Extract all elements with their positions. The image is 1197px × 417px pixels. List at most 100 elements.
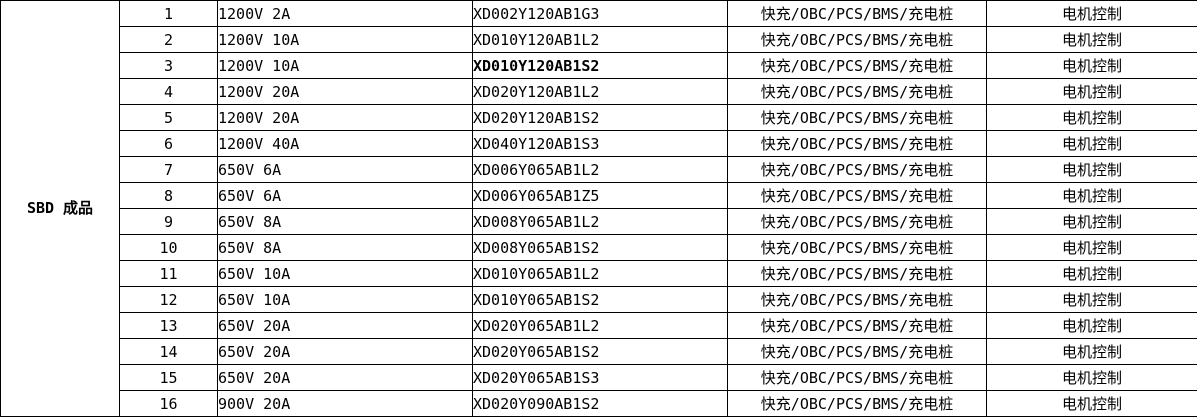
table-row: 15 650V 20A XD020Y065AB1S3 快充/OBC/PCS/BMS/充… bbox=[1, 364, 1197, 391]
usage-cell: 电机控制 bbox=[986, 26, 1197, 53]
row-number-cell: 9 bbox=[119, 208, 218, 235]
applications-cell: 快充/OBC/PCS/BMS/充电桩 bbox=[727, 0, 987, 27]
part-number-cell: XD002Y120AB1G3 bbox=[472, 0, 728, 27]
part-number-cell: XD020Y065AB1L2 bbox=[472, 312, 728, 339]
usage-cell: 电机控制 bbox=[986, 286, 1197, 313]
part-number-cell: XD010Y120AB1L2 bbox=[472, 26, 728, 53]
table-row: 3 1200V 10A XD010Y120AB1S2 快充/OBC/PCS/BMS/充… bbox=[1, 52, 1197, 79]
row-number-cell: 11 bbox=[119, 260, 218, 287]
table-row: 13 650V 20A XD020Y065AB1L2 快充/OBC/PCS/BMS/充… bbox=[1, 312, 1197, 339]
applications-cell: 快充/OBC/PCS/BMS/充电桩 bbox=[727, 364, 987, 391]
table-row: 14 650V 20A XD020Y065AB1S2 快充/OBC/PCS/BMS/充… bbox=[1, 338, 1197, 365]
spec-cell: 650V 10A bbox=[217, 260, 473, 287]
usage-cell: 电机控制 bbox=[986, 312, 1197, 339]
applications-cell: 快充/OBC/PCS/BMS/充电桩 bbox=[727, 130, 987, 157]
table-row: 4 1200V 20A XD020Y120AB1L2 快充/OBC/PCS/BMS/充… bbox=[1, 78, 1197, 105]
usage-cell: 电机控制 bbox=[986, 390, 1197, 417]
part-number-cell: XD040Y120AB1S3 bbox=[472, 130, 728, 157]
table-row: 8 650V 6A XD006Y065AB1Z5 快充/OBC/PCS/BMS/充电桩… bbox=[1, 182, 1197, 209]
part-number-cell: XD020Y120AB1S2 bbox=[472, 104, 728, 131]
applications-cell: 快充/OBC/PCS/BMS/充电桩 bbox=[727, 78, 987, 105]
spec-cell: 1200V 40A bbox=[217, 130, 473, 157]
applications-cell: 快充/OBC/PCS/BMS/充电桩 bbox=[727, 260, 987, 287]
part-number-cell: XD008Y065AB1L2 bbox=[472, 208, 728, 235]
table-row: 7 650V 6A XD006Y065AB1L2 快充/OBC/PCS/BMS/充电桩… bbox=[1, 156, 1197, 183]
applications-cell: 快充/OBC/PCS/BMS/充电桩 bbox=[727, 52, 987, 79]
usage-cell: 电机控制 bbox=[986, 130, 1197, 157]
spec-cell: 1200V 2A bbox=[217, 0, 473, 27]
applications-cell: 快充/OBC/PCS/BMS/充电桩 bbox=[727, 234, 987, 261]
row-number-cell: 6 bbox=[119, 130, 218, 157]
table-row: 12 650V 10A XD010Y065AB1S2 快充/OBC/PCS/BMS/充… bbox=[1, 286, 1197, 313]
part-number-cell: XD010Y065AB1S2 bbox=[472, 286, 728, 313]
usage-cell: 电机控制 bbox=[986, 338, 1197, 365]
spec-cell: 650V 20A bbox=[217, 338, 473, 365]
usage-cell: 电机控制 bbox=[986, 364, 1197, 391]
table-row: 5 1200V 20A XD020Y120AB1S2 快充/OBC/PCS/BMS/充… bbox=[1, 104, 1197, 131]
part-number-cell: XD020Y065AB1S2 bbox=[472, 338, 728, 365]
part-number-cell: XD020Y090AB1S2 bbox=[472, 390, 728, 417]
row-number-cell: 16 bbox=[119, 390, 218, 417]
usage-cell: 电机控制 bbox=[986, 182, 1197, 209]
usage-cell: 电机控制 bbox=[986, 156, 1197, 183]
row-number-cell: 7 bbox=[119, 156, 218, 183]
row-number-cell: 14 bbox=[119, 338, 218, 365]
applications-cell: 快充/OBC/PCS/BMS/充电桩 bbox=[727, 312, 987, 339]
spec-cell: 650V 10A bbox=[217, 286, 473, 313]
spec-cell: 900V 20A bbox=[217, 390, 473, 417]
row-number-cell: 1 bbox=[119, 0, 218, 27]
row-number-cell: 13 bbox=[119, 312, 218, 339]
row-number-cell: 12 bbox=[119, 286, 218, 313]
spec-cell: 650V 6A bbox=[217, 156, 473, 183]
spec-cell: 650V 8A bbox=[217, 234, 473, 261]
part-number-cell: XD008Y065AB1S2 bbox=[472, 234, 728, 261]
part-number-cell: XD006Y065AB1L2 bbox=[472, 156, 728, 183]
row-number-cell: 3 bbox=[119, 52, 218, 79]
spec-cell: 650V 8A bbox=[217, 208, 473, 235]
applications-cell: 快充/OBC/PCS/BMS/充电桩 bbox=[727, 26, 987, 53]
part-number-cell: XD020Y065AB1S3 bbox=[472, 364, 728, 391]
part-number-cell: XD006Y065AB1Z5 bbox=[472, 182, 728, 209]
usage-cell: 电机控制 bbox=[986, 52, 1197, 79]
table-row: 16 900V 20A XD020Y090AB1S2 快充/OBC/PCS/BMS/充… bbox=[1, 390, 1197, 417]
usage-cell: 电机控制 bbox=[986, 104, 1197, 131]
usage-cell: 电机控制 bbox=[986, 78, 1197, 105]
table-row: 9 650V 8A XD008Y065AB1L2 快充/OBC/PCS/BMS/充电桩… bbox=[1, 208, 1197, 235]
table-row: 11 650V 10A XD010Y065AB1L2 快充/OBC/PCS/BMS/充… bbox=[1, 260, 1197, 287]
row-number-cell: 4 bbox=[119, 78, 218, 105]
spec-cell: 650V 20A bbox=[217, 364, 473, 391]
spec-cell: 1200V 20A bbox=[217, 104, 473, 131]
applications-cell: 快充/OBC/PCS/BMS/充电桩 bbox=[727, 338, 987, 365]
part-number-cell: XD010Y120AB1S2 bbox=[472, 52, 728, 79]
row-number-cell: 2 bbox=[119, 26, 218, 53]
applications-cell: 快充/OBC/PCS/BMS/充电桩 bbox=[727, 208, 987, 235]
usage-cell: 电机控制 bbox=[986, 234, 1197, 261]
part-number-cell: XD010Y065AB1L2 bbox=[472, 260, 728, 287]
row-number-cell: 10 bbox=[119, 234, 218, 261]
table-row: 6 1200V 40A XD040Y120AB1S3 快充/OBC/PCS/BMS/充… bbox=[1, 130, 1197, 157]
row-number-cell: 15 bbox=[119, 364, 218, 391]
row-number-cell: 5 bbox=[119, 104, 218, 131]
applications-cell: 快充/OBC/PCS/BMS/充电桩 bbox=[727, 286, 987, 313]
spec-cell: 650V 20A bbox=[217, 312, 473, 339]
applications-cell: 快充/OBC/PCS/BMS/充电桩 bbox=[727, 390, 987, 417]
applications-cell: 快充/OBC/PCS/BMS/充电桩 bbox=[727, 182, 987, 209]
category-cell: SBD 成品 bbox=[0, 0, 120, 417]
table-row: 10 650V 8A XD008Y065AB1S2 快充/OBC/PCS/BMS/充电… bbox=[1, 234, 1197, 261]
applications-cell: 快充/OBC/PCS/BMS/充电桩 bbox=[727, 104, 987, 131]
usage-cell: 电机控制 bbox=[986, 208, 1197, 235]
spec-cell: 1200V 20A bbox=[217, 78, 473, 105]
spec-cell: 650V 6A bbox=[217, 182, 473, 209]
part-number-cell: XD020Y120AB1L2 bbox=[472, 78, 728, 105]
spec-cell: 1200V 10A bbox=[217, 52, 473, 79]
spec-cell: 1200V 10A bbox=[217, 26, 473, 53]
table-row: 2 1200V 10A XD010Y120AB1L2 快充/OBC/PCS/BMS/充… bbox=[1, 26, 1197, 53]
applications-cell: 快充/OBC/PCS/BMS/充电桩 bbox=[727, 156, 987, 183]
usage-cell: 电机控制 bbox=[986, 260, 1197, 287]
usage-cell: 电机控制 bbox=[986, 0, 1197, 27]
row-number-cell: 8 bbox=[119, 182, 218, 209]
